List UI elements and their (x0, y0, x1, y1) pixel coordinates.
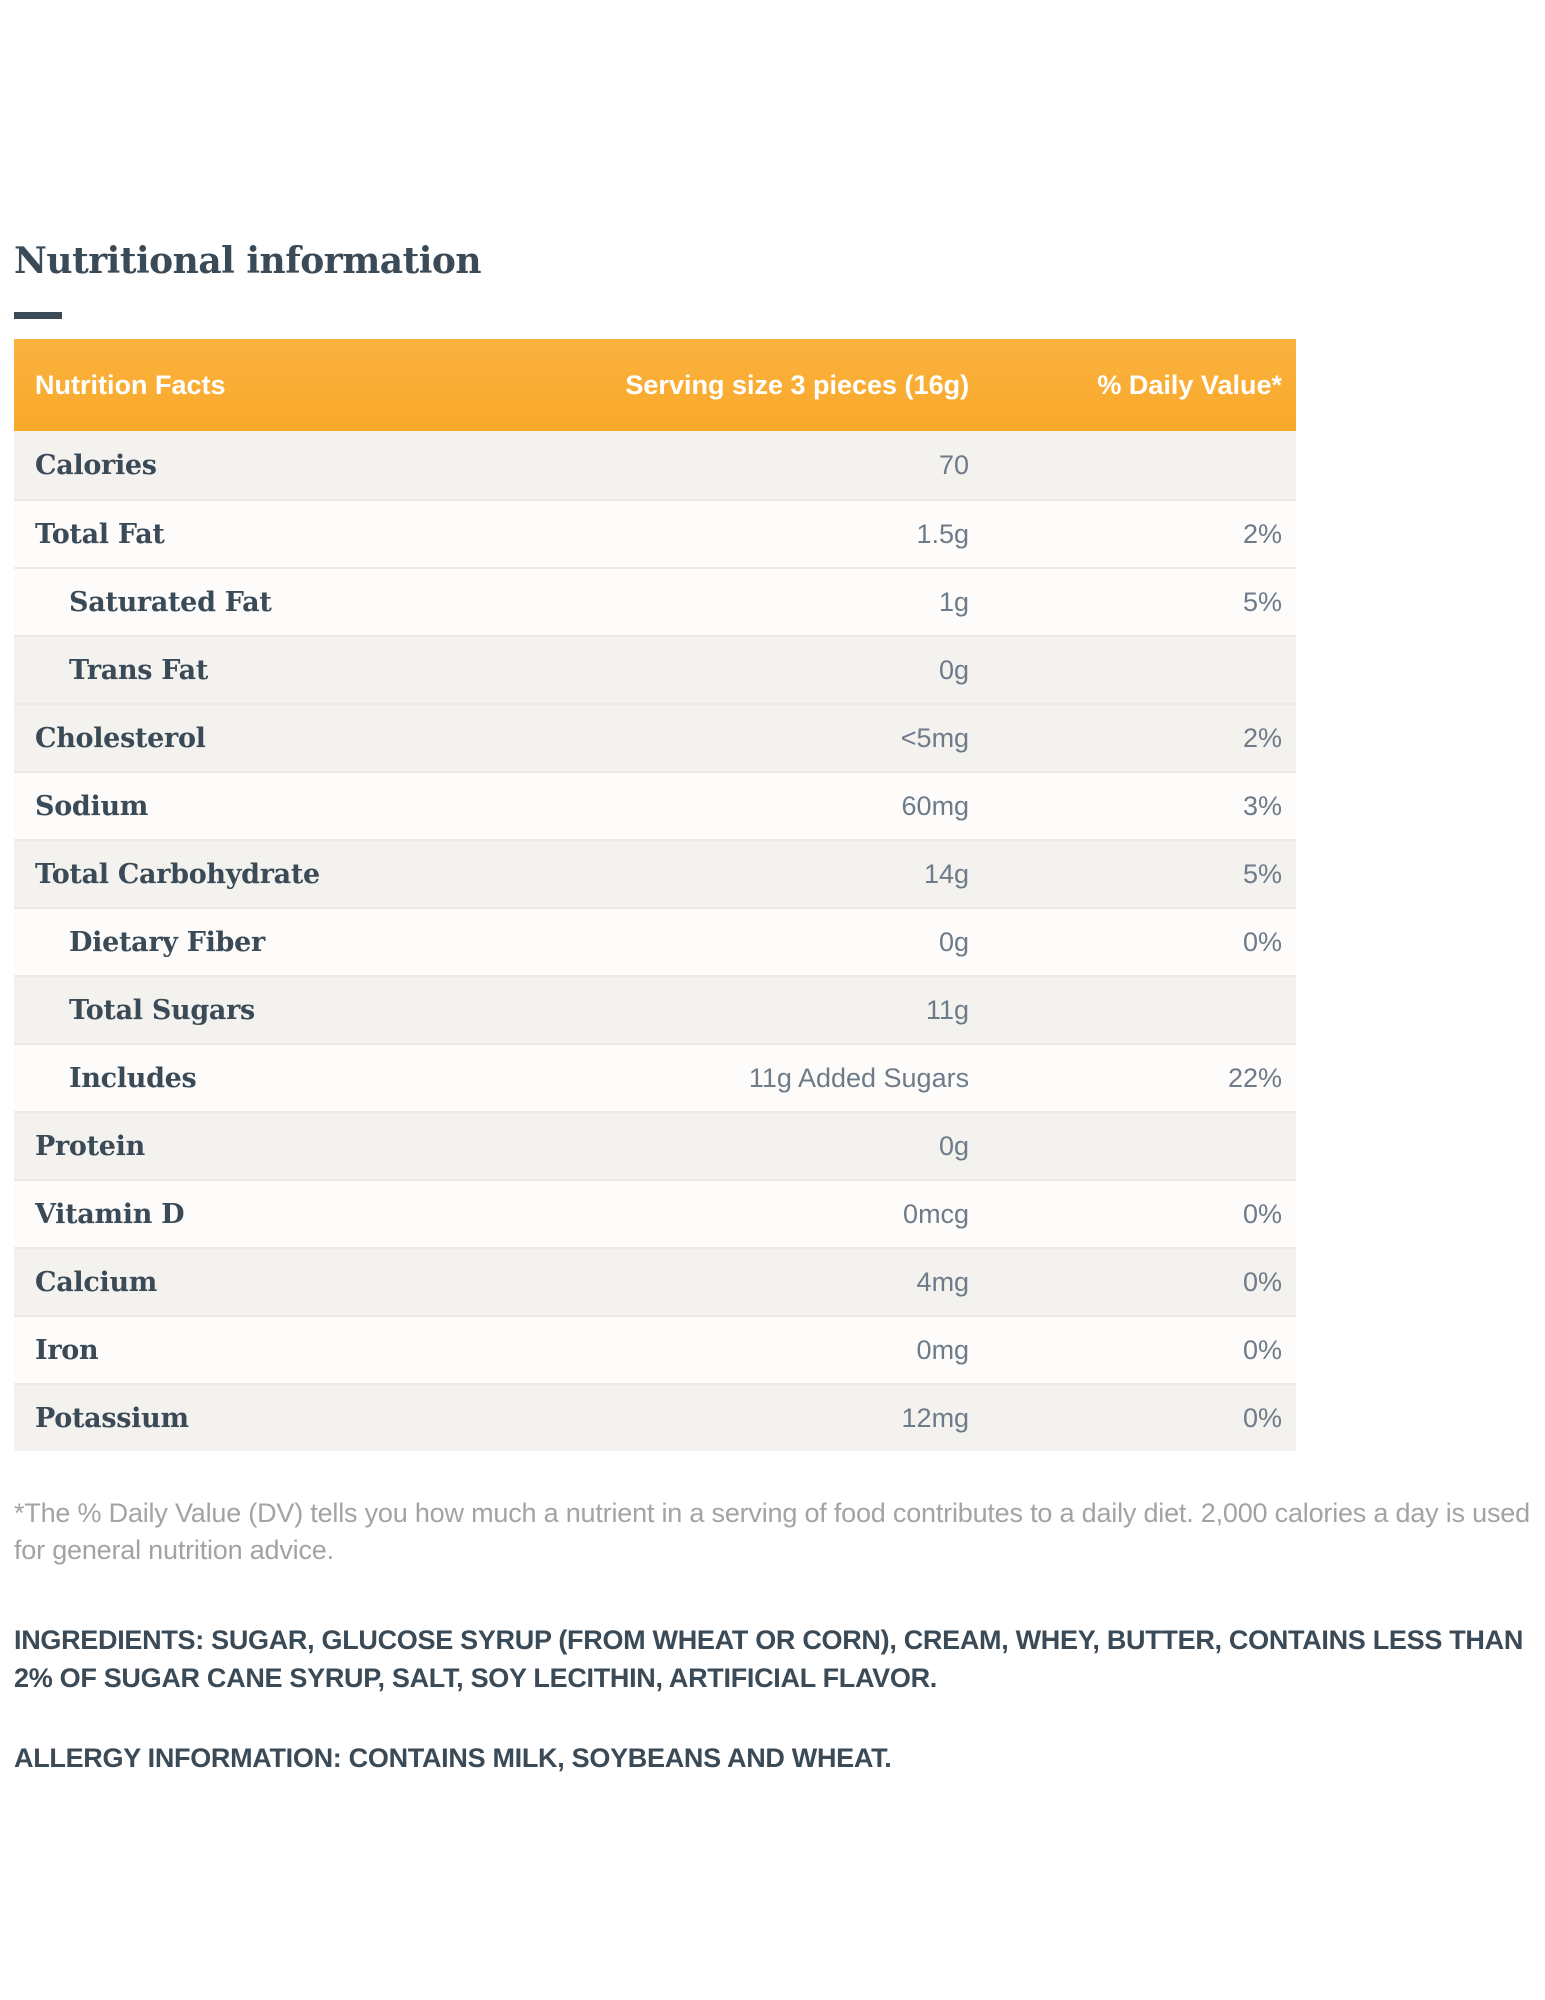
table-row: Calcium 4mg 0% (14, 1247, 1296, 1315)
row-label: Calories (35, 449, 157, 481)
table-row: Calories 70 (14, 431, 1296, 499)
row-value: 0g (939, 1130, 970, 1161)
row-label: Calcium (35, 1266, 158, 1298)
table-header: Nutrition Facts Serving size 3 pieces (1… (14, 339, 1296, 431)
row-label: Cholesterol (35, 722, 206, 754)
row-value: 0mg (916, 1334, 970, 1365)
row-dv: 2% (1242, 722, 1282, 753)
row-label: Trans Fat (69, 654, 209, 686)
row-dv: 0% (1242, 1198, 1282, 1229)
row-value: 11g Added Sugars (748, 1062, 970, 1093)
row-label: Includes (69, 1062, 197, 1094)
row-value: 14g (924, 858, 970, 889)
row-dv: 0% (1242, 1266, 1282, 1297)
header-col-facts: Nutrition Facts (35, 369, 226, 400)
row-label: Total Carbohydrate (35, 858, 320, 890)
row-value: <5mg (900, 722, 970, 753)
header-col-serving-size: Serving size 3 pieces (16g) (625, 369, 970, 400)
table-row: Trans Fat 0g (14, 635, 1296, 703)
table-row: Sodium 60mg 3% (14, 771, 1296, 839)
ingredients-text: INGREDIENTS: SUGAR, GLUCOSE SYRUP (FROM … (14, 1625, 1524, 1693)
row-label: Potassium (35, 1402, 189, 1434)
daily-value-footnote: *The % Daily Value (DV) tells you how mu… (14, 1498, 1530, 1565)
header-col-daily-value: % Daily Value* (1097, 369, 1282, 400)
table-row: Cholesterol <5mg 2% (14, 703, 1296, 771)
table-body: Calories 70 Total Fat 1.5g 2% Saturated Fat 1g… (14, 431, 1296, 1451)
row-value: 0mcg (903, 1198, 970, 1229)
row-dv: 0% (1242, 1402, 1282, 1433)
row-dv: 5% (1242, 858, 1282, 889)
row-dv: 2% (1242, 518, 1282, 549)
row-dv: 0% (1242, 926, 1282, 957)
row-value: 1.5g (916, 518, 970, 549)
row-value: 12mg (901, 1402, 970, 1433)
row-value: 0g (939, 926, 970, 957)
row-dv: 0% (1242, 1334, 1282, 1365)
table-row: Total Fat 1.5g 2% (14, 499, 1296, 567)
row-label: Sodium (35, 790, 149, 822)
row-label: Iron (35, 1334, 99, 1366)
row-label: Total Fat (35, 518, 165, 550)
table-row: Protein 0g (14, 1111, 1296, 1179)
table-row: Vitamin D 0mcg 0% (14, 1179, 1296, 1247)
row-label: Dietary Fiber (69, 926, 265, 958)
table-row: Iron 0mg 0% (14, 1315, 1296, 1383)
row-dv: 22% (1227, 1062, 1282, 1093)
row-value: 4mg (916, 1266, 970, 1297)
table-row: Total Carbohydrate 14g 5% (14, 839, 1296, 907)
row-label: Saturated Fat (69, 586, 272, 618)
row-label: Protein (35, 1130, 145, 1162)
row-label: Total Sugars (69, 994, 255, 1026)
row-value: 60mg (901, 790, 970, 821)
allergy-information-text: ALLERGY INFORMATION: CONTAINS MILK, SOYB… (14, 1743, 892, 1773)
table-row: Potassium 12mg 0% (14, 1383, 1296, 1451)
table-row: Saturated Fat 1g 5% (14, 567, 1296, 635)
table-row: Dietary Fiber 0g 0% (14, 907, 1296, 975)
row-value: 1g (939, 586, 970, 617)
page-title: Nutritional information (14, 240, 482, 282)
table-row: Total Sugars 11g (14, 975, 1296, 1043)
row-label: Vitamin D (35, 1198, 185, 1230)
table-row: Includes 11g Added Sugars 22% (14, 1043, 1296, 1111)
row-dv: 5% (1242, 586, 1282, 617)
row-dv: 3% (1242, 790, 1282, 821)
row-value: 0g (939, 654, 970, 685)
row-value: 11g (926, 994, 970, 1025)
row-value: 70 (939, 449, 970, 480)
nutrition-facts-table: Nutrition Facts Serving size 3 pieces (1… (14, 339, 1296, 1451)
title-underline (14, 312, 62, 319)
